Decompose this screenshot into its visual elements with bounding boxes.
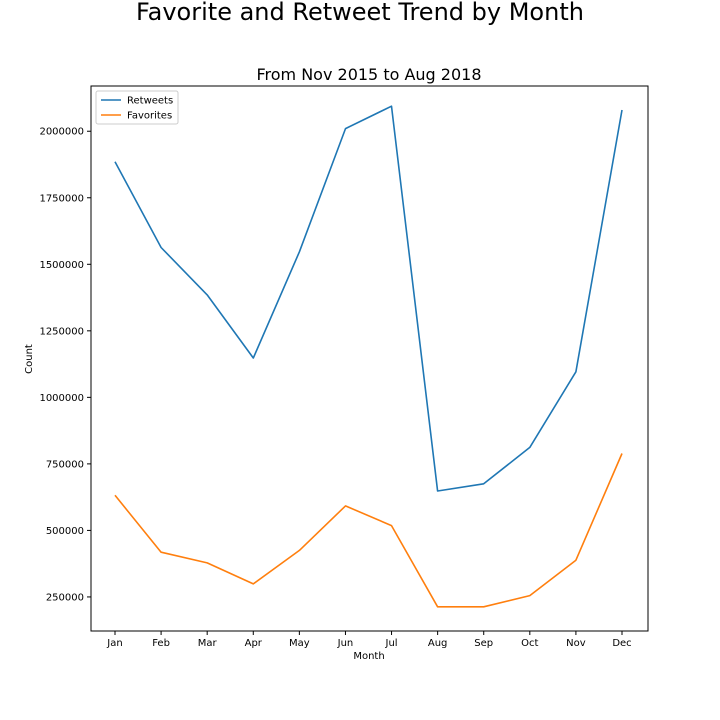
y-axis-label: Count [24,344,35,374]
legend-label-retweets: Retweets [127,96,173,107]
series-line-favorites [114,453,623,608]
x-tick-label: Apr [245,638,263,649]
y-tick-label: 250000 [46,592,84,603]
y-tick-label: 500000 [46,526,84,537]
y-tick-label: 1000000 [39,393,84,404]
axes-frame [90,85,649,632]
figure-suptitle: Favorite and Retweet Trend by Month [136,0,584,26]
x-tick-label: Feb [152,638,170,649]
y-tick-label: 1250000 [39,326,84,337]
x-tick-label: Jun [337,638,354,649]
x-axis-label: Month [353,651,384,662]
chart-title: From Nov 2015 to Aug 2018 [256,65,481,84]
x-tick-label: Oct [521,638,538,649]
y-tick-label: 750000 [46,459,84,470]
x-tick-label: May [289,638,310,649]
x-tick-label: Jul [385,638,398,649]
y-tick-label: 1750000 [39,193,84,204]
legend-label-favorites: Favorites [127,111,172,122]
series-line-retweets [114,105,623,492]
x-tick-label: Aug [428,638,448,649]
plot-area: Jan Feb Mar Apr May Jun Jul Aug Sep Oct Nov Dec 2500… [39,85,649,649]
x-tick-label: Sep [474,638,493,649]
x-tick-label: Jan [106,638,122,649]
x-tick-label: Dec [612,638,631,649]
y-tick-label: 2000000 [39,127,84,138]
x-tick-label: Mar [198,638,218,649]
y-tick-label: 1500000 [39,260,84,271]
x-tick-label: Nov [566,638,586,649]
